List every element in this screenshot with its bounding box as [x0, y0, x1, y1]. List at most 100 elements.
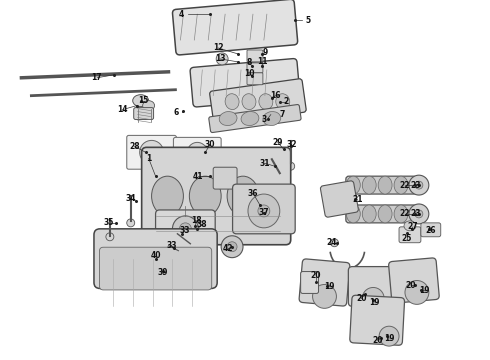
- Ellipse shape: [106, 233, 114, 241]
- FancyBboxPatch shape: [173, 138, 221, 167]
- Ellipse shape: [143, 101, 154, 111]
- Text: 19: 19: [384, 334, 394, 343]
- Text: 13: 13: [215, 54, 225, 63]
- Text: 19: 19: [369, 298, 379, 307]
- Ellipse shape: [346, 205, 360, 223]
- Ellipse shape: [362, 176, 376, 194]
- FancyBboxPatch shape: [299, 259, 350, 306]
- Text: 26: 26: [426, 226, 436, 235]
- Text: 5: 5: [305, 15, 310, 24]
- Ellipse shape: [173, 230, 179, 236]
- Ellipse shape: [242, 94, 256, 109]
- FancyBboxPatch shape: [320, 181, 358, 217]
- FancyBboxPatch shape: [94, 229, 217, 288]
- Text: 19: 19: [419, 286, 430, 295]
- FancyBboxPatch shape: [209, 104, 301, 132]
- FancyBboxPatch shape: [142, 147, 291, 245]
- Text: 7: 7: [279, 110, 285, 119]
- Ellipse shape: [409, 175, 429, 195]
- Ellipse shape: [415, 210, 423, 218]
- Text: 14: 14: [118, 105, 128, 114]
- FancyBboxPatch shape: [421, 223, 441, 237]
- Text: 40: 40: [150, 251, 161, 260]
- Text: 11: 11: [258, 57, 268, 66]
- Text: 16: 16: [270, 91, 281, 100]
- Text: 25: 25: [402, 234, 412, 243]
- Ellipse shape: [404, 221, 416, 231]
- Text: 33: 33: [166, 241, 177, 250]
- Ellipse shape: [415, 181, 423, 189]
- Ellipse shape: [248, 194, 280, 228]
- Ellipse shape: [378, 205, 392, 223]
- Ellipse shape: [378, 176, 392, 194]
- Text: 32: 32: [287, 140, 297, 149]
- FancyBboxPatch shape: [247, 63, 263, 73]
- Ellipse shape: [276, 169, 284, 177]
- FancyBboxPatch shape: [172, 0, 297, 55]
- FancyBboxPatch shape: [346, 205, 416, 223]
- Ellipse shape: [194, 148, 201, 156]
- Text: 30: 30: [205, 140, 216, 149]
- Ellipse shape: [165, 242, 171, 248]
- Text: 10: 10: [244, 69, 254, 78]
- Text: 36: 36: [248, 189, 258, 198]
- Text: 22: 22: [400, 210, 410, 219]
- Ellipse shape: [151, 176, 183, 216]
- Text: 2: 2: [283, 97, 289, 106]
- Text: 21: 21: [352, 194, 363, 203]
- FancyBboxPatch shape: [134, 108, 153, 120]
- FancyBboxPatch shape: [155, 210, 215, 248]
- Ellipse shape: [394, 176, 408, 194]
- Ellipse shape: [263, 112, 281, 126]
- FancyBboxPatch shape: [389, 258, 439, 303]
- Ellipse shape: [276, 94, 290, 109]
- Ellipse shape: [219, 112, 237, 126]
- Text: 12: 12: [213, 44, 223, 53]
- Ellipse shape: [221, 236, 243, 258]
- Ellipse shape: [346, 176, 360, 194]
- Text: 20: 20: [406, 281, 416, 290]
- FancyBboxPatch shape: [233, 184, 295, 234]
- FancyBboxPatch shape: [99, 247, 212, 290]
- Text: 24: 24: [326, 238, 337, 247]
- Ellipse shape: [147, 147, 157, 157]
- Ellipse shape: [227, 242, 237, 252]
- Text: 17: 17: [92, 73, 102, 82]
- FancyBboxPatch shape: [213, 167, 237, 189]
- Ellipse shape: [225, 94, 239, 109]
- FancyBboxPatch shape: [247, 73, 263, 85]
- Text: 23: 23: [411, 210, 421, 219]
- Ellipse shape: [313, 284, 337, 308]
- Text: 6: 6: [174, 108, 179, 117]
- Text: 37: 37: [259, 208, 269, 217]
- FancyBboxPatch shape: [399, 227, 421, 243]
- Text: 28: 28: [129, 142, 140, 151]
- Text: 19: 19: [324, 282, 335, 291]
- FancyBboxPatch shape: [127, 135, 176, 169]
- Text: 9: 9: [262, 49, 268, 58]
- Ellipse shape: [259, 94, 273, 109]
- Text: 27: 27: [408, 222, 418, 231]
- Ellipse shape: [258, 205, 270, 217]
- Text: 42: 42: [223, 244, 233, 253]
- Text: 22: 22: [400, 181, 410, 190]
- FancyBboxPatch shape: [190, 59, 300, 107]
- Ellipse shape: [241, 112, 259, 126]
- Text: 4: 4: [179, 10, 184, 19]
- Ellipse shape: [187, 143, 207, 162]
- FancyBboxPatch shape: [346, 176, 416, 194]
- FancyBboxPatch shape: [301, 271, 318, 293]
- Ellipse shape: [287, 162, 294, 170]
- Ellipse shape: [179, 223, 191, 235]
- Ellipse shape: [227, 176, 259, 216]
- Text: 34: 34: [125, 194, 136, 203]
- Text: 41: 41: [193, 172, 203, 181]
- Text: 18: 18: [191, 216, 201, 225]
- Text: 20: 20: [372, 336, 382, 345]
- Ellipse shape: [394, 205, 408, 223]
- Text: 3: 3: [261, 115, 267, 124]
- Text: 31: 31: [260, 159, 270, 168]
- Text: 15: 15: [139, 96, 149, 105]
- Text: 23: 23: [411, 181, 421, 190]
- Text: 1: 1: [146, 154, 151, 163]
